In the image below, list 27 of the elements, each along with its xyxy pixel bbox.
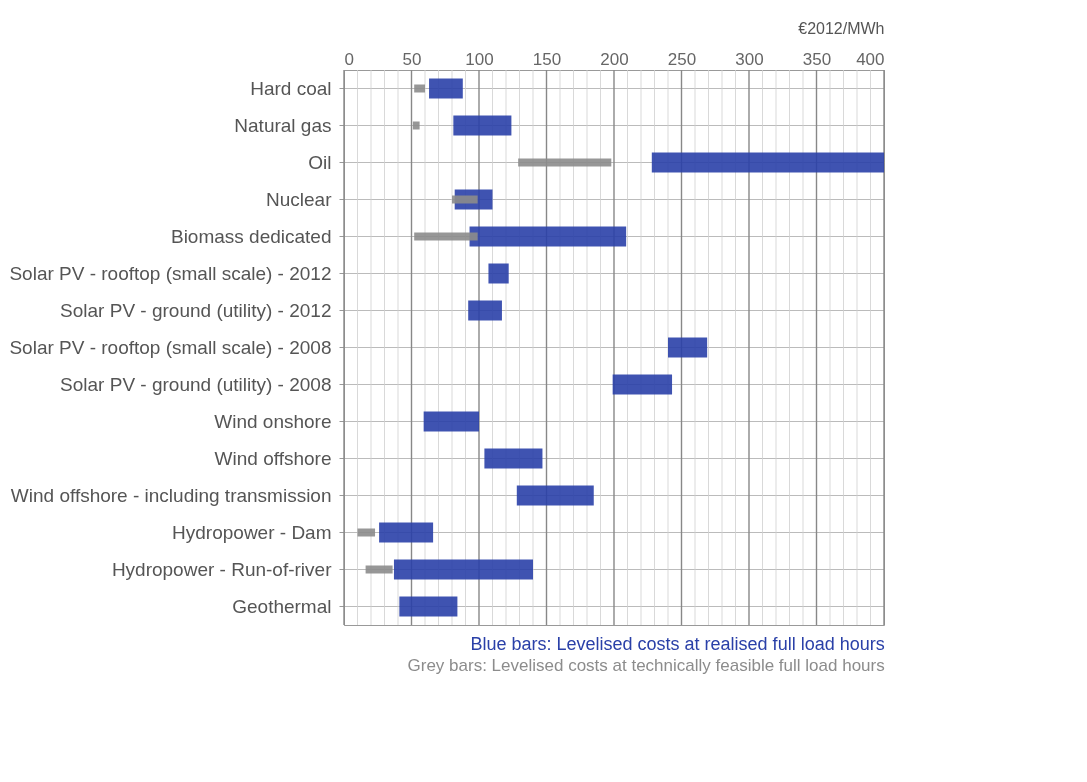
y-tick-label: Hydropower - Dam — [172, 521, 332, 543]
y-tick-label: Biomass dedicated — [170, 225, 332, 247]
x-tick-label: 200 — [600, 49, 629, 69]
x-tick-label: 300 — [735, 49, 764, 69]
y-tick-label: Natural gas — [234, 114, 332, 136]
y-tick-label: Oil — [308, 151, 332, 173]
y-tick-label: Solar PV - rooftop (small scale) - 2008 — [9, 336, 332, 358]
y-tick-label: Geothermal — [232, 595, 332, 617]
x-tick-label: 100 — [465, 49, 494, 69]
y-tick-label: Solar PV - rooftop (small scale) - 2012 — [9, 262, 332, 284]
x-tick-label: 50 — [402, 49, 422, 69]
y-tick-label: Wind offshore — [214, 447, 332, 469]
y-tick-label: Wind onshore — [214, 410, 332, 432]
y-tick-label: Hydropower - Run-of-river — [111, 558, 333, 580]
y-tick-label: Solar PV - ground (utility) - 2008 — [60, 373, 332, 395]
x-tick-label: 350 — [802, 49, 832, 69]
x-tick-label: 250 — [667, 49, 697, 69]
y-tick-label: Solar PV - ground (utility) - 2012 — [60, 299, 332, 321]
x-tick-label: 400 — [856, 49, 885, 69]
y-tick-label: Nuclear — [266, 188, 333, 210]
text: Blue bars: Levelised costs at realised full load hours — [470, 633, 885, 654]
x-tick-label: 0 — [344, 49, 354, 69]
x-axis-title: €2012/MWh — [798, 19, 885, 37]
y-tick-label: Hard coal — [250, 77, 332, 99]
y-tick-label: Wind offshore - including transmission — [10, 484, 332, 506]
text: Grey bars: Levelised costs at technically feasible full load hours — [407, 655, 885, 675]
x-tick-label: 150 — [532, 49, 562, 69]
